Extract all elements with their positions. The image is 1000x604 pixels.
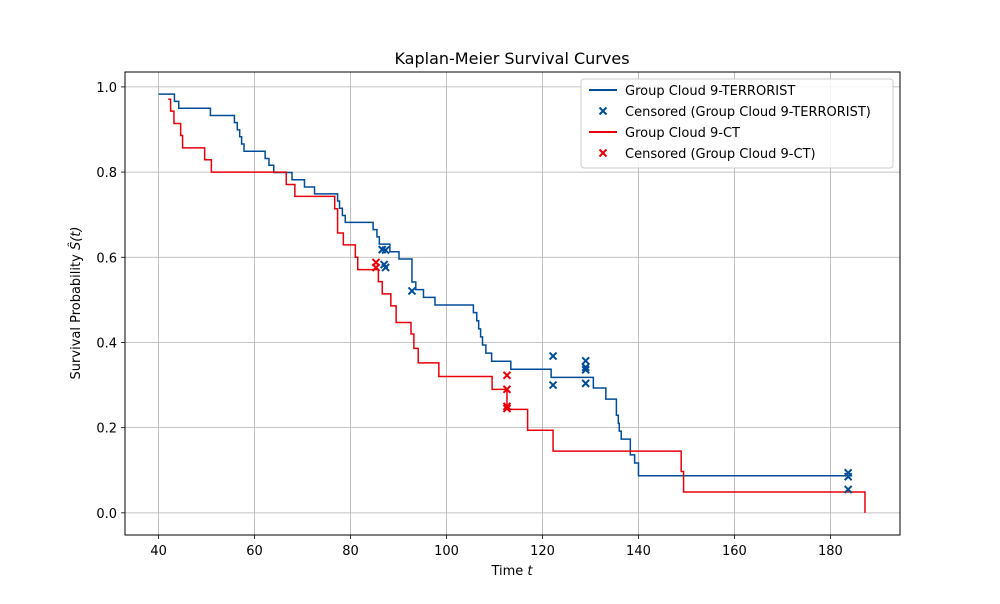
survival-curve-0 <box>158 93 849 477</box>
legend-x-swatch <box>598 148 608 158</box>
y-axis-label-text: Survival Probability <box>69 250 84 379</box>
survival-curve-1 <box>168 98 866 513</box>
legend: Group Cloud 9-TERRORIST Censored (Group C… <box>580 78 894 169</box>
y-tick-label: 0.4 <box>96 336 117 351</box>
y-tick-label: 0.8 <box>96 166 117 181</box>
legend-entry: Group Cloud 9-CT <box>589 126 740 141</box>
x-axis-label-text: Time <box>490 564 527 579</box>
censor-marker-0 <box>843 485 853 494</box>
legend-items: Group Cloud 9-TERRORIST Censored (Group C… <box>589 84 871 162</box>
censor-marker-0 <box>581 356 590 365</box>
censor-marker-0 <box>581 362 590 372</box>
censor-marker-0 <box>381 263 390 272</box>
censor-stroke <box>548 380 558 390</box>
x-tick-label: 40 <box>150 544 167 559</box>
censor-marker-1 <box>371 263 381 272</box>
censor-stroke <box>581 365 590 374</box>
censor-stroke <box>548 351 558 361</box>
censor-stroke <box>843 472 853 481</box>
censor-marker-0 <box>581 379 590 388</box>
censor-marker-1 <box>502 385 512 394</box>
censor-marker-0 <box>548 380 558 390</box>
censor-stroke <box>581 356 590 365</box>
legend-label: Censored (Group Cloud 9-TERRORIST) <box>625 105 871 120</box>
censor-stroke <box>502 371 512 380</box>
legend-entry: Group Cloud 9-TERRORIST <box>589 84 795 99</box>
censor-stroke <box>381 245 390 255</box>
censor-marker-1 <box>502 404 512 413</box>
legend-label: Group Cloud 9-CT <box>625 126 740 141</box>
x-tick-label: 100 <box>434 544 459 559</box>
y-axis-ticks: 0.0 0.2 0.4 0.6 0.8 1.0 <box>96 81 125 522</box>
censor-stroke <box>371 263 381 272</box>
censor-marker-0 <box>381 245 390 255</box>
plot-frame <box>124 71 901 536</box>
censor-stroke <box>407 286 417 296</box>
legend-x-swatch <box>598 106 608 116</box>
censor-stroke <box>502 385 512 394</box>
censor-marker-0 <box>407 286 417 296</box>
x-tick-label: 80 <box>342 544 359 559</box>
censor-stroke <box>843 485 853 494</box>
x-tick-label: 140 <box>626 544 651 559</box>
censor-stroke <box>581 362 590 372</box>
legend-label: Censored (Group Cloud 9-CT) <box>625 147 816 162</box>
censor-marker-0 <box>843 472 853 481</box>
legend-box <box>580 78 894 169</box>
x-tick-label: 180 <box>818 544 843 559</box>
y-tick-label: 0.0 <box>96 507 117 522</box>
censored-markers <box>371 245 853 494</box>
censor-stroke <box>502 402 512 411</box>
series-layer <box>158 93 866 513</box>
censor-stroke <box>502 404 512 413</box>
y-tick-label: 1.0 <box>96 81 117 96</box>
y-axis-label-variable: Ŝ(t) <box>68 227 84 251</box>
x-axis-label: Time t <box>490 564 533 579</box>
x-axis-ticks: 40 60 80 100 120 140 160 180 <box>150 535 843 559</box>
x-axis-label-variable: t <box>527 564 533 579</box>
legend-label: Group Cloud 9-TERRORIST <box>625 84 795 99</box>
censor-marker-1 <box>502 402 512 411</box>
legend-entry: Censored (Group Cloud 9-CT) <box>598 147 816 162</box>
y-tick-label: 0.2 <box>96 422 117 437</box>
censor-marker-0 <box>581 365 590 374</box>
x-tick-label: 120 <box>530 544 555 559</box>
censor-stroke <box>378 245 387 254</box>
x-tick-label: 160 <box>722 544 747 559</box>
censor-marker-0 <box>548 351 558 361</box>
censor-marker-1 <box>502 371 512 380</box>
censor-stroke <box>379 260 389 269</box>
x-tick-label: 60 <box>246 544 263 559</box>
y-tick-label: 0.6 <box>96 251 117 266</box>
censor-stroke <box>381 263 390 272</box>
legend-entry: Censored (Group Cloud 9-TERRORIST) <box>598 105 871 120</box>
chart-title: Kaplan-Meier Survival Curves <box>394 49 629 68</box>
y-axis-label: Survival Probability Ŝ(t) <box>68 227 84 380</box>
censor-stroke <box>581 379 590 388</box>
